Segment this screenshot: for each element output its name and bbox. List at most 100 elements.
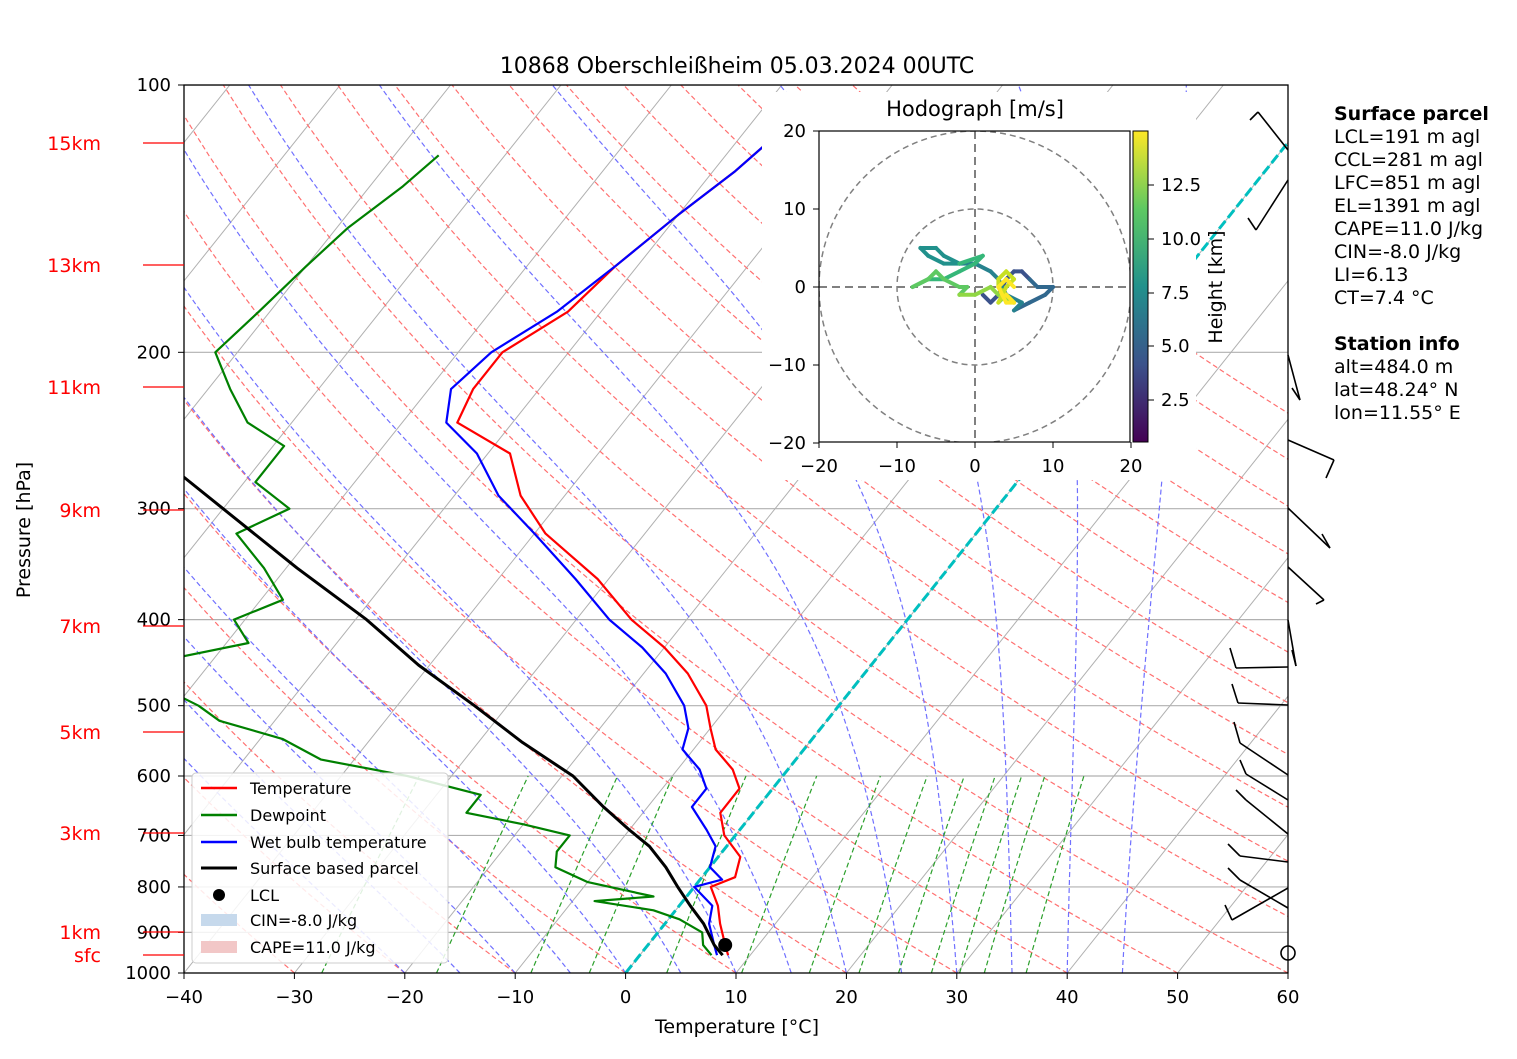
mixing-ratio-line — [530, 775, 619, 973]
legend-cape-label: CAPE=11.0 J/kg — [250, 938, 376, 957]
wind-barb-flag — [1291, 649, 1297, 667]
hodograph-segment — [957, 261, 977, 274]
surface-parcel-line: CIN=-8.0 J/kg — [1334, 241, 1462, 263]
mixing-ratio-line — [741, 775, 818, 973]
zero-isotherm — [624, 140, 1288, 973]
isotherm-line — [0, 85, 9, 973]
hodograph-y-ticks: −20 −10 0 10 20 — [768, 121, 819, 454]
dry-adiabat-line — [184, 398, 847, 973]
wind-barb-flag — [1227, 867, 1241, 881]
wind-barb-flag — [1227, 843, 1241, 857]
mixing-ratio-line — [858, 775, 928, 973]
legend-cape-swatch — [201, 941, 237, 953]
wind-barb-shaft — [1255, 179, 1289, 231]
pressure-tick-label: 700 — [137, 825, 171, 846]
hodograph-trace — [910, 246, 1055, 313]
x-tick-label: −10 — [496, 987, 534, 1008]
wind-barb-flag — [1239, 759, 1247, 775]
height-tick-label: 7km — [59, 616, 101, 638]
height-tick-label: 3km — [59, 823, 101, 845]
hodograph-x-tick-label: −10 — [878, 456, 916, 477]
dry-adiabat-line — [184, 114, 1178, 973]
x-tick-label: −20 — [386, 987, 424, 1008]
mixing-ratio-line — [588, 775, 674, 973]
dry-adiabat-line — [222, 85, 1288, 973]
calm-wind-marker — [1280, 945, 1296, 961]
surface-parcel-line: CCL=281 m agl — [1334, 149, 1483, 171]
station-info-line: alt=484.0 m — [1334, 356, 1454, 378]
height-tick-label: sfc — [74, 945, 101, 967]
height-tick-label: 13km — [47, 255, 101, 277]
hodograph-x-tick-label: 0 — [969, 456, 980, 477]
legend-lcl-label: LCL — [250, 886, 279, 905]
pressure-tick-label: 300 — [137, 499, 171, 520]
legend-dewpoint-label: Dewpoint — [250, 806, 326, 825]
wind-barb-shaft — [1287, 439, 1335, 461]
colorbar-tick-label: 5.0 — [1161, 336, 1190, 357]
hodograph-segment — [1004, 277, 1016, 289]
mixing-ratio-line — [983, 775, 1046, 973]
moist-adiabat-line — [184, 286, 737, 973]
height-tick-label: 9km — [59, 500, 101, 522]
hodograph-y-tick-label: −10 — [768, 355, 806, 376]
mixing-ratio-line — [435, 775, 529, 973]
wind-barb-flag — [1315, 599, 1325, 605]
hodograph-y-tick-label: 10 — [783, 199, 806, 220]
pressure-tick-labels: 100 200 300 400 500 600 700 800 900 1000 — [125, 75, 184, 984]
mixing-ratio-line — [897, 775, 965, 973]
mixing-ratio-line — [808, 775, 881, 973]
wind-barb-flag — [1231, 683, 1239, 704]
dewpoint-profile — [184, 154, 713, 956]
wind-barb-shaft — [1245, 799, 1289, 835]
isotherm-line — [184, 85, 562, 559]
wind-barb-shaft — [1287, 354, 1301, 401]
hodograph-segment — [973, 285, 993, 297]
hodograph-segment — [941, 277, 962, 289]
wind-barb-flag — [1229, 647, 1237, 669]
surface-parcel-line: CT=7.4 °C — [1334, 287, 1434, 309]
pressure-tick-label: 600 — [137, 766, 171, 787]
pressure-tick-label: 1000 — [125, 963, 171, 984]
hodograph-x-tick-label: 20 — [1120, 456, 1143, 477]
wetbulb-profile — [445, 138, 773, 956]
wind-barbs — [1224, 85, 1335, 973]
hodograph-segment — [926, 253, 946, 266]
pressure-tick-label: 900 — [137, 922, 171, 943]
x-tick-labels: −40 −30 −20 −10 0 10 20 30 40 50 60 — [165, 973, 1299, 1008]
hodograph-title: Hodograph [m/s] — [886, 97, 1064, 121]
colorbar-label: Height [km] — [1205, 230, 1227, 343]
x-tick-label: 30 — [945, 987, 968, 1008]
wind-barb-flag — [1325, 459, 1335, 479]
surface-parcel-line: CAPE=11.0 J/kg — [1334, 218, 1484, 240]
hodograph-x-ticks: −20 −10 0 10 20 — [800, 442, 1142, 477]
wind-barb-shaft — [1257, 111, 1289, 151]
hodograph-segment — [941, 269, 962, 282]
info-panel: Surface parcel LCL=191 m agl CCL=281 m a… — [1334, 103, 1489, 425]
pressure-tick-label: 400 — [137, 610, 171, 631]
wind-barb-shaft — [1239, 879, 1289, 909]
colorbar-tick-label: 10.0 — [1161, 229, 1201, 250]
temperature-profile — [456, 138, 773, 956]
hodograph: Hodograph [m/s] −20 −10 0 10 20 −20−1001020 … — [762, 92, 1227, 480]
colorbar-ticks: 2.5 5.0 7.5 10.0 12.5 — [1148, 175, 1201, 411]
wind-barb-shaft — [1287, 507, 1331, 549]
x-tick-label: 10 — [725, 987, 748, 1008]
moist-adiabat-line — [184, 396, 682, 973]
wind-barb-flag — [1321, 533, 1331, 549]
dry-adiabat-line — [184, 492, 737, 973]
isotherm-line — [1066, 695, 1288, 973]
dry-adiabat-line — [794, 85, 1288, 460]
dry-adiabat-line — [184, 305, 958, 973]
station-info-heading: Station info — [1334, 333, 1460, 355]
hodograph-segment — [910, 277, 931, 289]
mixing-ratio-line — [666, 775, 747, 973]
wind-barb-shaft — [1235, 666, 1289, 669]
height-tick-label: 5km — [59, 722, 101, 744]
legend: Temperature Dewpoint Wet bulb temperatur… — [191, 772, 449, 964]
x-tick-label: −30 — [275, 987, 313, 1008]
moist-adiabat-line — [184, 148, 792, 973]
isotherm-line — [735, 280, 1288, 973]
moist-adiabat-line — [184, 566, 571, 973]
